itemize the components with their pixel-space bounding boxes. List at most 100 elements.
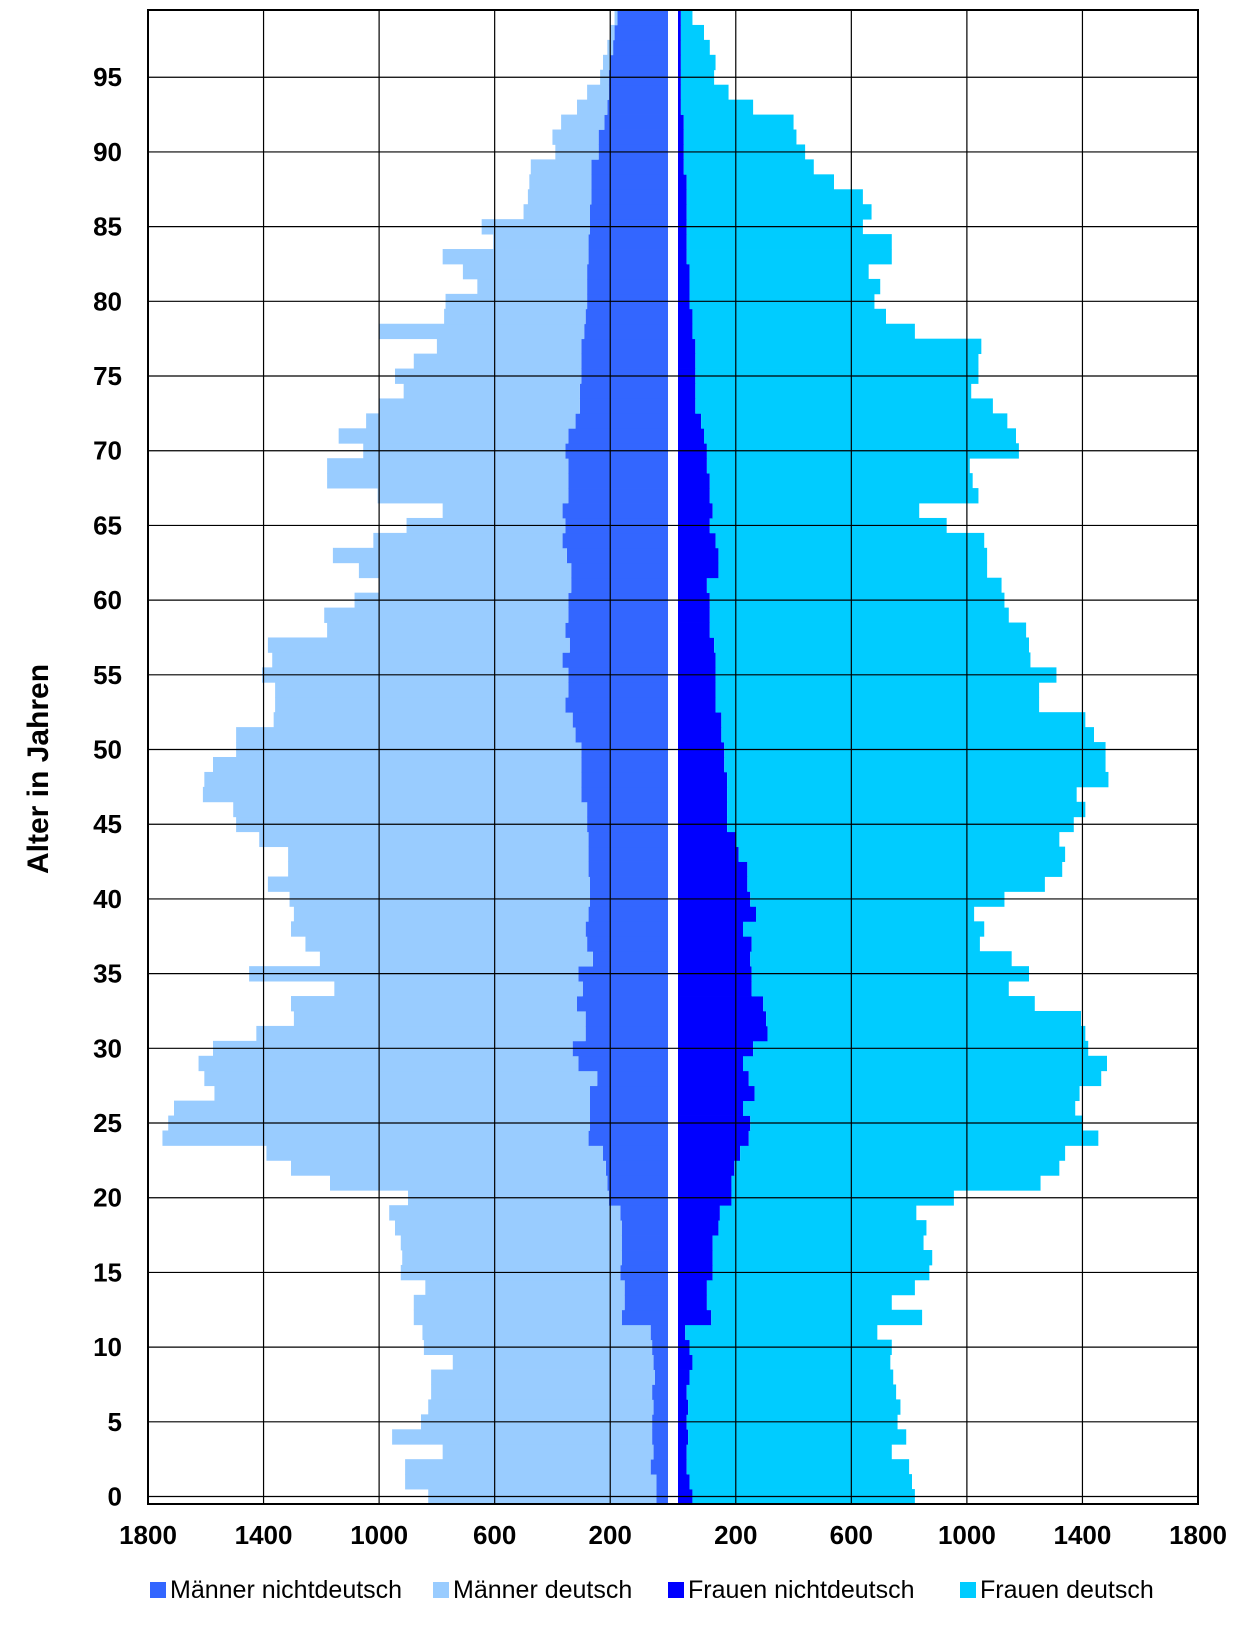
bar-frauen-nichtdeutsch-age-92	[678, 114, 684, 130]
y-tick-label: 40	[93, 884, 122, 914]
bar-frauen-deutsch-age-83	[686, 249, 892, 265]
bar-frauen-deutsch-age-53	[715, 697, 1040, 713]
bar-männer-nichtdeutsch-age-28	[597, 1070, 668, 1087]
bar-frauen-nichtdeutsch-age-14	[678, 1279, 707, 1296]
bar-männer-nichtdeutsch-age-54	[568, 682, 668, 698]
legend-label: Männer deutsch	[453, 1576, 632, 1604]
bar-frauen-nichtdeutsch-age-37	[678, 936, 752, 952]
bar-frauen-nichtdeutsch-age-8	[678, 1369, 690, 1385]
bar-frauen-deutsch-age-19	[719, 1205, 917, 1221]
bar-männer-deutsch-age-84	[493, 234, 589, 250]
bar-männer-nichtdeutsch-age-26	[590, 1100, 668, 1116]
bar-männer-deutsch-age-89	[530, 159, 592, 175]
bar-frauen-nichtdeutsch-age-52	[678, 712, 722, 728]
legend: Männer nichtdeutsch Männer deutsch Frauen …	[150, 1576, 1154, 1604]
bar-frauen-deutsch-age-39	[756, 906, 975, 922]
bar-frauen-deutsch-age-67	[709, 488, 979, 504]
x-tick-labels: 1800 1400 1000 600 200 200 600 1000 1400 1800	[119, 1520, 1227, 1550]
bar-frauen-nichtdeutsch-age-16	[678, 1250, 713, 1266]
bar-frauen-nichtdeutsch-age-66	[678, 503, 713, 519]
bar-frauen-nichtdeutsch-age-17	[678, 1235, 713, 1251]
bar-frauen-deutsch-age-96	[680, 54, 716, 71]
bar-frauen-deutsch-age-46	[727, 801, 1086, 818]
y-tick-label: 80	[93, 286, 122, 316]
bar-männer-deutsch-age-2	[405, 1459, 651, 1475]
bar-männer-nichtdeutsch-age-59	[568, 607, 668, 623]
bar-frauen-nichtdeutsch-age-53	[678, 697, 716, 713]
x-tick-label: 200	[589, 1520, 632, 1550]
bar-männer-deutsch-age-13	[413, 1294, 625, 1311]
bar-frauen-deutsch-age-82	[689, 263, 869, 280]
bar-frauen-nichtdeutsch-age-99	[678, 10, 681, 26]
bar-frauen-deutsch-age-18	[718, 1220, 927, 1236]
bar-männer-nichtdeutsch-age-64	[562, 532, 668, 549]
y-tick-label: 90	[93, 137, 122, 167]
bar-männer-nichtdeutsch-age-52	[572, 712, 668, 728]
bar-männer-nichtdeutsch-age-91	[598, 129, 668, 145]
bar-männer-nichtdeutsch-age-86	[590, 204, 668, 220]
x-tick-label: 1400	[235, 1520, 293, 1550]
bar-frauen-nichtdeutsch-age-93	[678, 99, 681, 115]
y-tick-label: 30	[93, 1033, 122, 1063]
legend-label: Frauen deutsch	[980, 1576, 1154, 1604]
x-tick-label: 1000	[938, 1520, 996, 1550]
bar-männer-deutsch-age-17	[400, 1235, 622, 1251]
bar-männer-deutsch-age-33	[291, 996, 577, 1012]
bar-frauen-deutsch-age-64	[715, 532, 985, 549]
bar-frauen-nichtdeutsch-age-26	[678, 1100, 743, 1116]
bar-männer-deutsch-age-48	[204, 771, 582, 788]
y-tick-label: 55	[93, 660, 122, 690]
x-tick-label: 600	[830, 1520, 873, 1550]
bar-männer-nichtdeutsch-age-74	[579, 383, 668, 399]
bar-frauen-deutsch-age-17	[712, 1235, 924, 1251]
bar-männer-nichtdeutsch-age-71	[568, 428, 668, 444]
bar-männer-deutsch-age-83	[442, 249, 589, 265]
bar-frauen-deutsch-age-69	[706, 458, 970, 474]
bar-männer-deutsch-age-77	[436, 338, 582, 355]
bar-frauen-deutsch-age-23	[740, 1145, 1066, 1161]
bar-männer-deutsch-age-34	[334, 981, 583, 997]
bar-frauen-nichtdeutsch-age-42	[678, 861, 748, 877]
bar-frauen-deutsch-age-73	[695, 398, 993, 414]
y-tick-label: 65	[93, 510, 122, 540]
bar-frauen-nichtdeutsch-age-68	[678, 473, 710, 489]
bar-männer-nichtdeutsch-age-39	[588, 906, 668, 922]
bar-frauen-nichtdeutsch-age-97	[678, 39, 681, 56]
bar-frauen-deutsch-age-8	[689, 1369, 894, 1385]
bar-männer-nichtdeutsch-age-72	[575, 413, 668, 429]
bar-frauen-nichtdeutsch-age-7	[678, 1384, 687, 1400]
bar-männer-deutsch-age-39	[293, 906, 589, 922]
y-tick-label: 20	[93, 1183, 122, 1213]
bar-männer-deutsch-age-23	[266, 1145, 603, 1161]
bar-frauen-nichtdeutsch-age-89	[678, 159, 684, 175]
y-tick-label: 35	[93, 959, 122, 989]
bar-männer-nichtdeutsch-age-73	[579, 398, 668, 414]
bar-männer-nichtdeutsch-age-22	[605, 1160, 668, 1176]
x-tick-label: 1000	[350, 1520, 408, 1550]
bar-frauen-nichtdeutsch-age-2	[678, 1459, 687, 1475]
bar-frauen-deutsch-age-31	[767, 1025, 1086, 1042]
bar-frauen-deutsch-age-36	[750, 951, 1012, 967]
bar-frauen-deutsch-age-71	[704, 428, 1016, 444]
bar-frauen-deutsch-age-22	[734, 1160, 1060, 1176]
bar-männer-deutsch-age-69	[327, 458, 569, 474]
y-tick-label: 85	[93, 212, 122, 242]
bar-männer-deutsch-age-26	[174, 1100, 590, 1116]
bar-männer-deutsch-age-62	[358, 562, 572, 579]
bar-männer-nichtdeutsch-age-18	[621, 1220, 668, 1236]
y-tick-label: 70	[93, 436, 122, 466]
bar-frauen-deutsch-age-76	[695, 353, 979, 369]
bar-männer-deutsch-age-82	[462, 263, 588, 280]
x-tick-label: 600	[473, 1520, 516, 1550]
bar-männer-nichtdeutsch-age-94	[608, 84, 668, 101]
bar-männer-nichtdeutsch-age-51	[575, 727, 668, 743]
bar-frauen-deutsch-age-87	[686, 189, 863, 205]
bar-frauen-deutsch-age-79	[692, 308, 886, 325]
bar-frauen-nichtdeutsch-age-57	[678, 637, 715, 653]
bar-frauen-nichtdeutsch-age-59	[678, 607, 710, 623]
bar-männer-deutsch-age-22	[291, 1160, 606, 1176]
y-tick-label: 45	[93, 809, 122, 839]
bar-frauen-deutsch-age-58	[709, 622, 1027, 638]
bar-männer-nichtdeutsch-age-78	[584, 323, 668, 340]
